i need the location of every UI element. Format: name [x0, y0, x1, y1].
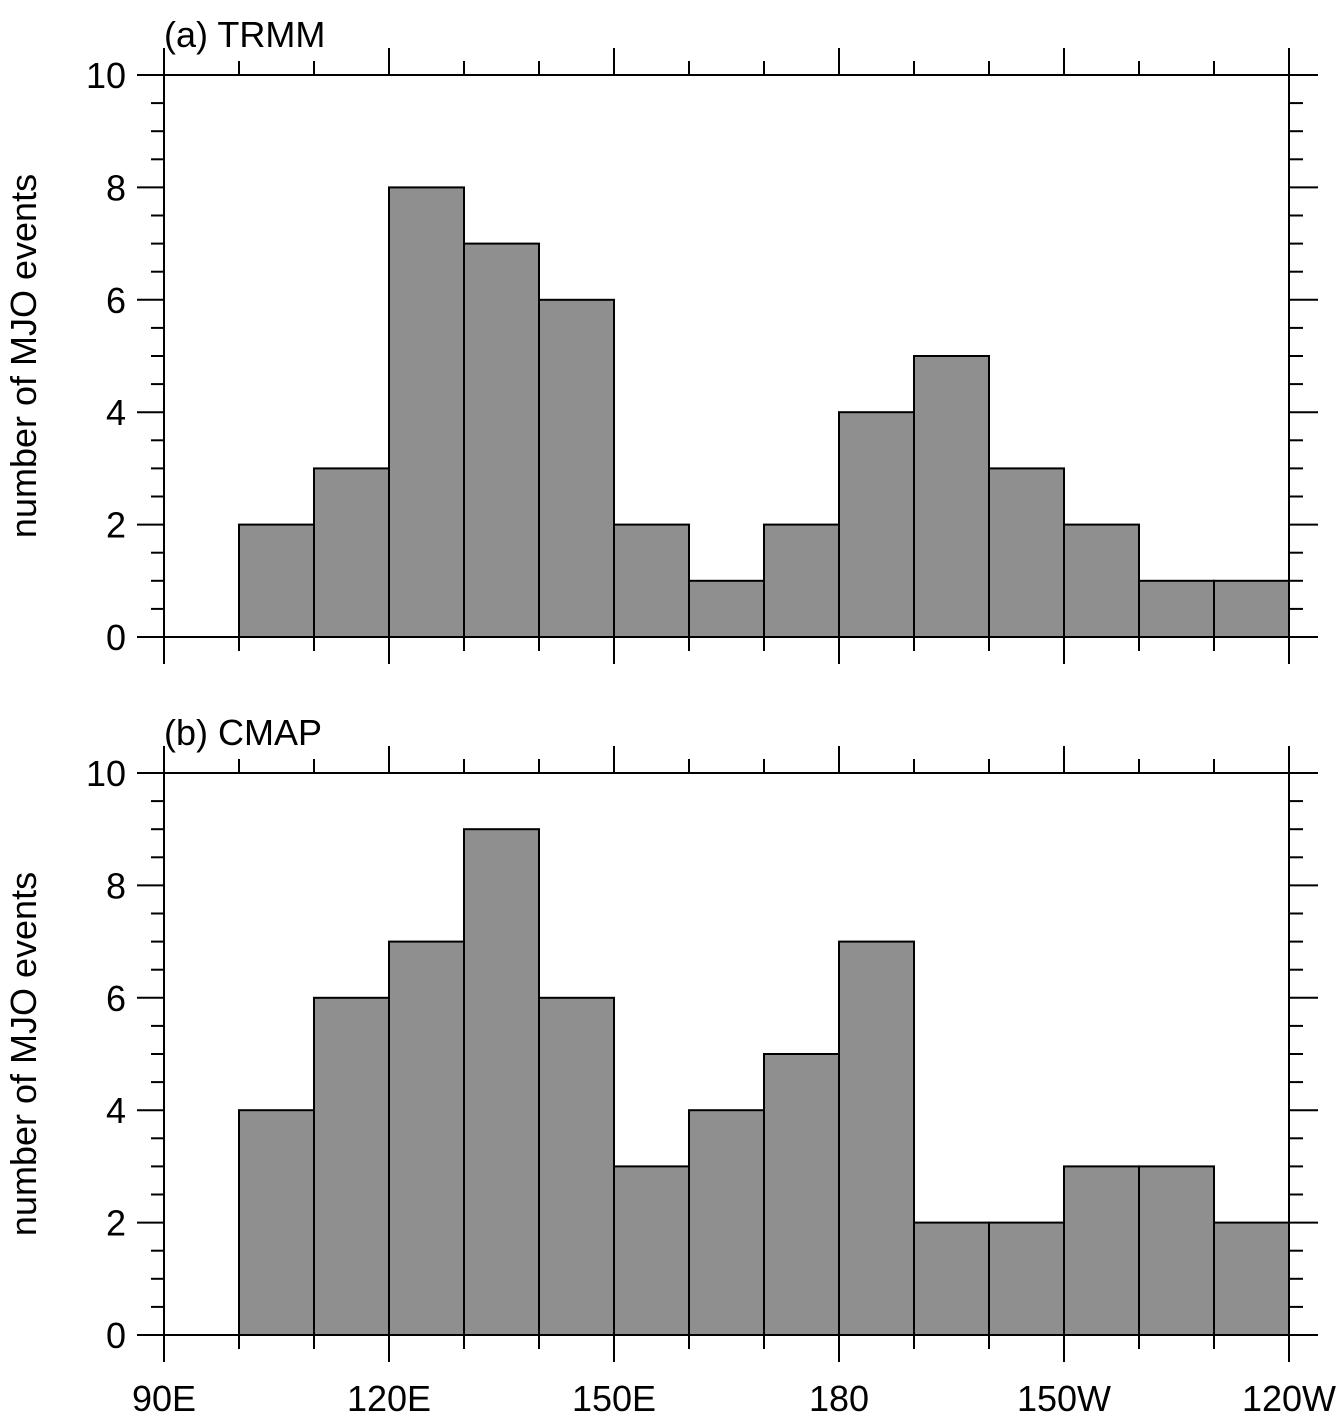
- bar: [763, 1053, 840, 1336]
- bar: [388, 186, 465, 638]
- y-tick-label: 0: [106, 1315, 126, 1356]
- bar: [613, 523, 690, 638]
- bar: [1213, 1221, 1290, 1336]
- y-tick-label: 2: [106, 505, 126, 546]
- bar: [988, 467, 1065, 638]
- bar: [538, 298, 615, 638]
- bar: [838, 940, 915, 1336]
- bar: [763, 523, 840, 638]
- x-tick-label: 150E: [572, 1378, 656, 1419]
- y-tick-label: 6: [106, 978, 126, 1019]
- y-tick-label: 10: [86, 55, 126, 96]
- y-tick-label: 0: [106, 617, 126, 658]
- y-tick-label: 8: [106, 865, 126, 906]
- bar: [913, 1221, 990, 1336]
- y-tick-label: 4: [106, 1090, 126, 1131]
- y-tick-label: 6: [106, 280, 126, 321]
- bar: [688, 579, 765, 638]
- y-axis-label: number of MJO events: [3, 174, 44, 538]
- bar: [313, 996, 390, 1336]
- bar: [838, 411, 915, 639]
- x-tick-label: 120E: [347, 1378, 431, 1419]
- y-axis-label: number of MJO events: [3, 872, 44, 1236]
- bar: [313, 467, 390, 638]
- x-tick-label: 90E: [132, 1378, 196, 1419]
- bar: [613, 1165, 690, 1337]
- bar: [988, 1221, 1065, 1336]
- bar: [1138, 1165, 1215, 1337]
- x-tick-label: 180: [809, 1378, 869, 1419]
- bar: [463, 242, 540, 638]
- bar: [1063, 1165, 1140, 1337]
- bar: [238, 1109, 315, 1336]
- bar: [1213, 579, 1290, 638]
- panel-title: (a) TRMM: [164, 14, 325, 55]
- x-tick-label: 120W: [1242, 1378, 1336, 1419]
- y-tick-label: 4: [106, 392, 126, 433]
- y-tick-label: 2: [106, 1203, 126, 1244]
- panel-title: (b) CMAP: [164, 712, 322, 753]
- bar: [1063, 523, 1140, 638]
- y-tick-label: 10: [86, 753, 126, 794]
- x-tick-label: 150W: [1017, 1378, 1111, 1419]
- bar: [688, 1109, 765, 1336]
- bar: [238, 523, 315, 638]
- bar: [463, 828, 540, 1336]
- y-tick-label: 8: [106, 167, 126, 208]
- bar: [538, 996, 615, 1336]
- bar: [388, 940, 465, 1336]
- bar: [913, 355, 990, 638]
- bar: [1138, 579, 1215, 638]
